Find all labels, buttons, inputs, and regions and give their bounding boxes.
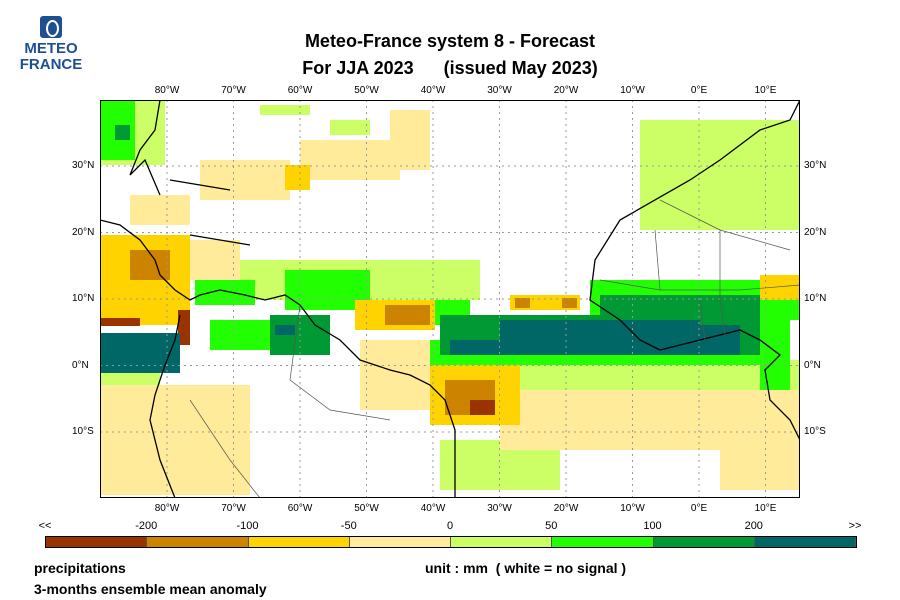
- colorbar-swatch: [552, 537, 654, 547]
- lat-tick-label-right: 10°N: [804, 293, 827, 304]
- colorbar-tick-label: <<: [38, 520, 52, 532]
- colorbar-tick-label: >>: [848, 520, 862, 532]
- lat-tick-label-right: 30°N: [804, 160, 827, 171]
- lon-tick-label-bottom: 40°W: [420, 503, 446, 514]
- colorbar: [45, 536, 857, 548]
- colorbar-swatch: [248, 537, 350, 547]
- lon-tick-label-top: 80°W: [154, 85, 180, 96]
- lon-tick-label-bottom: 10°W: [620, 503, 645, 514]
- anomaly-0-50: [100, 110, 800, 495]
- lat-tick-label-left: 10°S: [72, 426, 94, 437]
- colorbar-swatch: [451, 537, 553, 547]
- lon-tick-label-top: 70°W: [221, 85, 246, 96]
- lon-tick-label-bottom: 30°W: [487, 503, 512, 514]
- colorbar-swatch: [754, 537, 856, 547]
- meteo-france-logo: METEO FRANCE: [18, 16, 84, 73]
- anomaly-below-minus200: [100, 310, 495, 415]
- colorbar-swatch: [349, 537, 451, 547]
- lon-tick-label-top: 0°E: [690, 85, 708, 96]
- lon-tick-label-top: 10°W: [620, 85, 645, 96]
- borders: [189, 199, 800, 498]
- lon-tick-label-bottom: 20°W: [553, 503, 579, 514]
- colorbar-tick-label: 0: [446, 520, 454, 532]
- logo-text-2: FRANCE: [19, 56, 83, 73]
- logo-icon: [40, 16, 62, 38]
- lon-tick-label-top: 10°E: [754, 85, 777, 96]
- lon-tick-label-top: 40°W: [420, 85, 446, 96]
- lat-tick-label-left: 30°N: [72, 160, 95, 171]
- lat-tick-label-right: 0°N: [804, 359, 821, 371]
- lon-tick-label-top: 60°W: [287, 85, 313, 96]
- lat-tick-label-left: 20°N: [72, 226, 95, 238]
- description-label: 3-months ensemble mean anomaly: [34, 581, 267, 597]
- lon-tick-label-bottom: 10°E: [754, 503, 777, 514]
- colorbar-swatch: [653, 537, 755, 547]
- unit-label: unit : mm ( white = no signal ): [425, 560, 627, 576]
- colorbar-tick-label: -100: [236, 520, 259, 532]
- lon-tick-label-bottom: 70°W: [221, 503, 246, 514]
- precipitation-anomaly-map: [100, 100, 800, 498]
- title-line-2: For JJA 2023 (issued May 2023): [302, 58, 598, 78]
- lat-tick-label-right: 20°N: [804, 226, 827, 238]
- colorbar-swatch: [46, 537, 148, 547]
- lon-tick-label-bottom: 50°W: [354, 503, 379, 514]
- lat-tick-label-left: 10°N: [72, 293, 95, 304]
- map-frame: [100, 100, 800, 498]
- colorbar-swatch: [147, 537, 249, 547]
- lon-tick-label-bottom: 60°W: [287, 503, 313, 514]
- lat-tick-label-left: 0°N: [72, 359, 89, 371]
- colorbar-tick-label: 100: [643, 520, 662, 532]
- lon-tick-label-top: 20°W: [553, 85, 579, 96]
- title-line-1: Meteo-France system 8 - Forecast: [304, 31, 596, 51]
- variable-label: precipitations: [34, 560, 126, 576]
- colorbar-tick-label: -50: [340, 520, 357, 532]
- logo-text-1: METEO: [24, 40, 78, 57]
- lon-tick-label-bottom: 0°E: [690, 503, 708, 514]
- colorbar-tick-label: 200: [744, 520, 763, 532]
- lon-tick-label-top: 50°W: [354, 85, 379, 96]
- lat-tick-label-right: 10°S: [804, 426, 826, 437]
- lon-tick-label-top: 30°W: [487, 85, 512, 96]
- lon-tick-label-bottom: 80°W: [154, 503, 180, 514]
- colorbar-tick-label: -200: [135, 520, 158, 532]
- coastlines: [100, 100, 800, 498]
- colorbar-tick-label: 50: [545, 520, 558, 532]
- anomaly-far-above: [100, 320, 740, 373]
